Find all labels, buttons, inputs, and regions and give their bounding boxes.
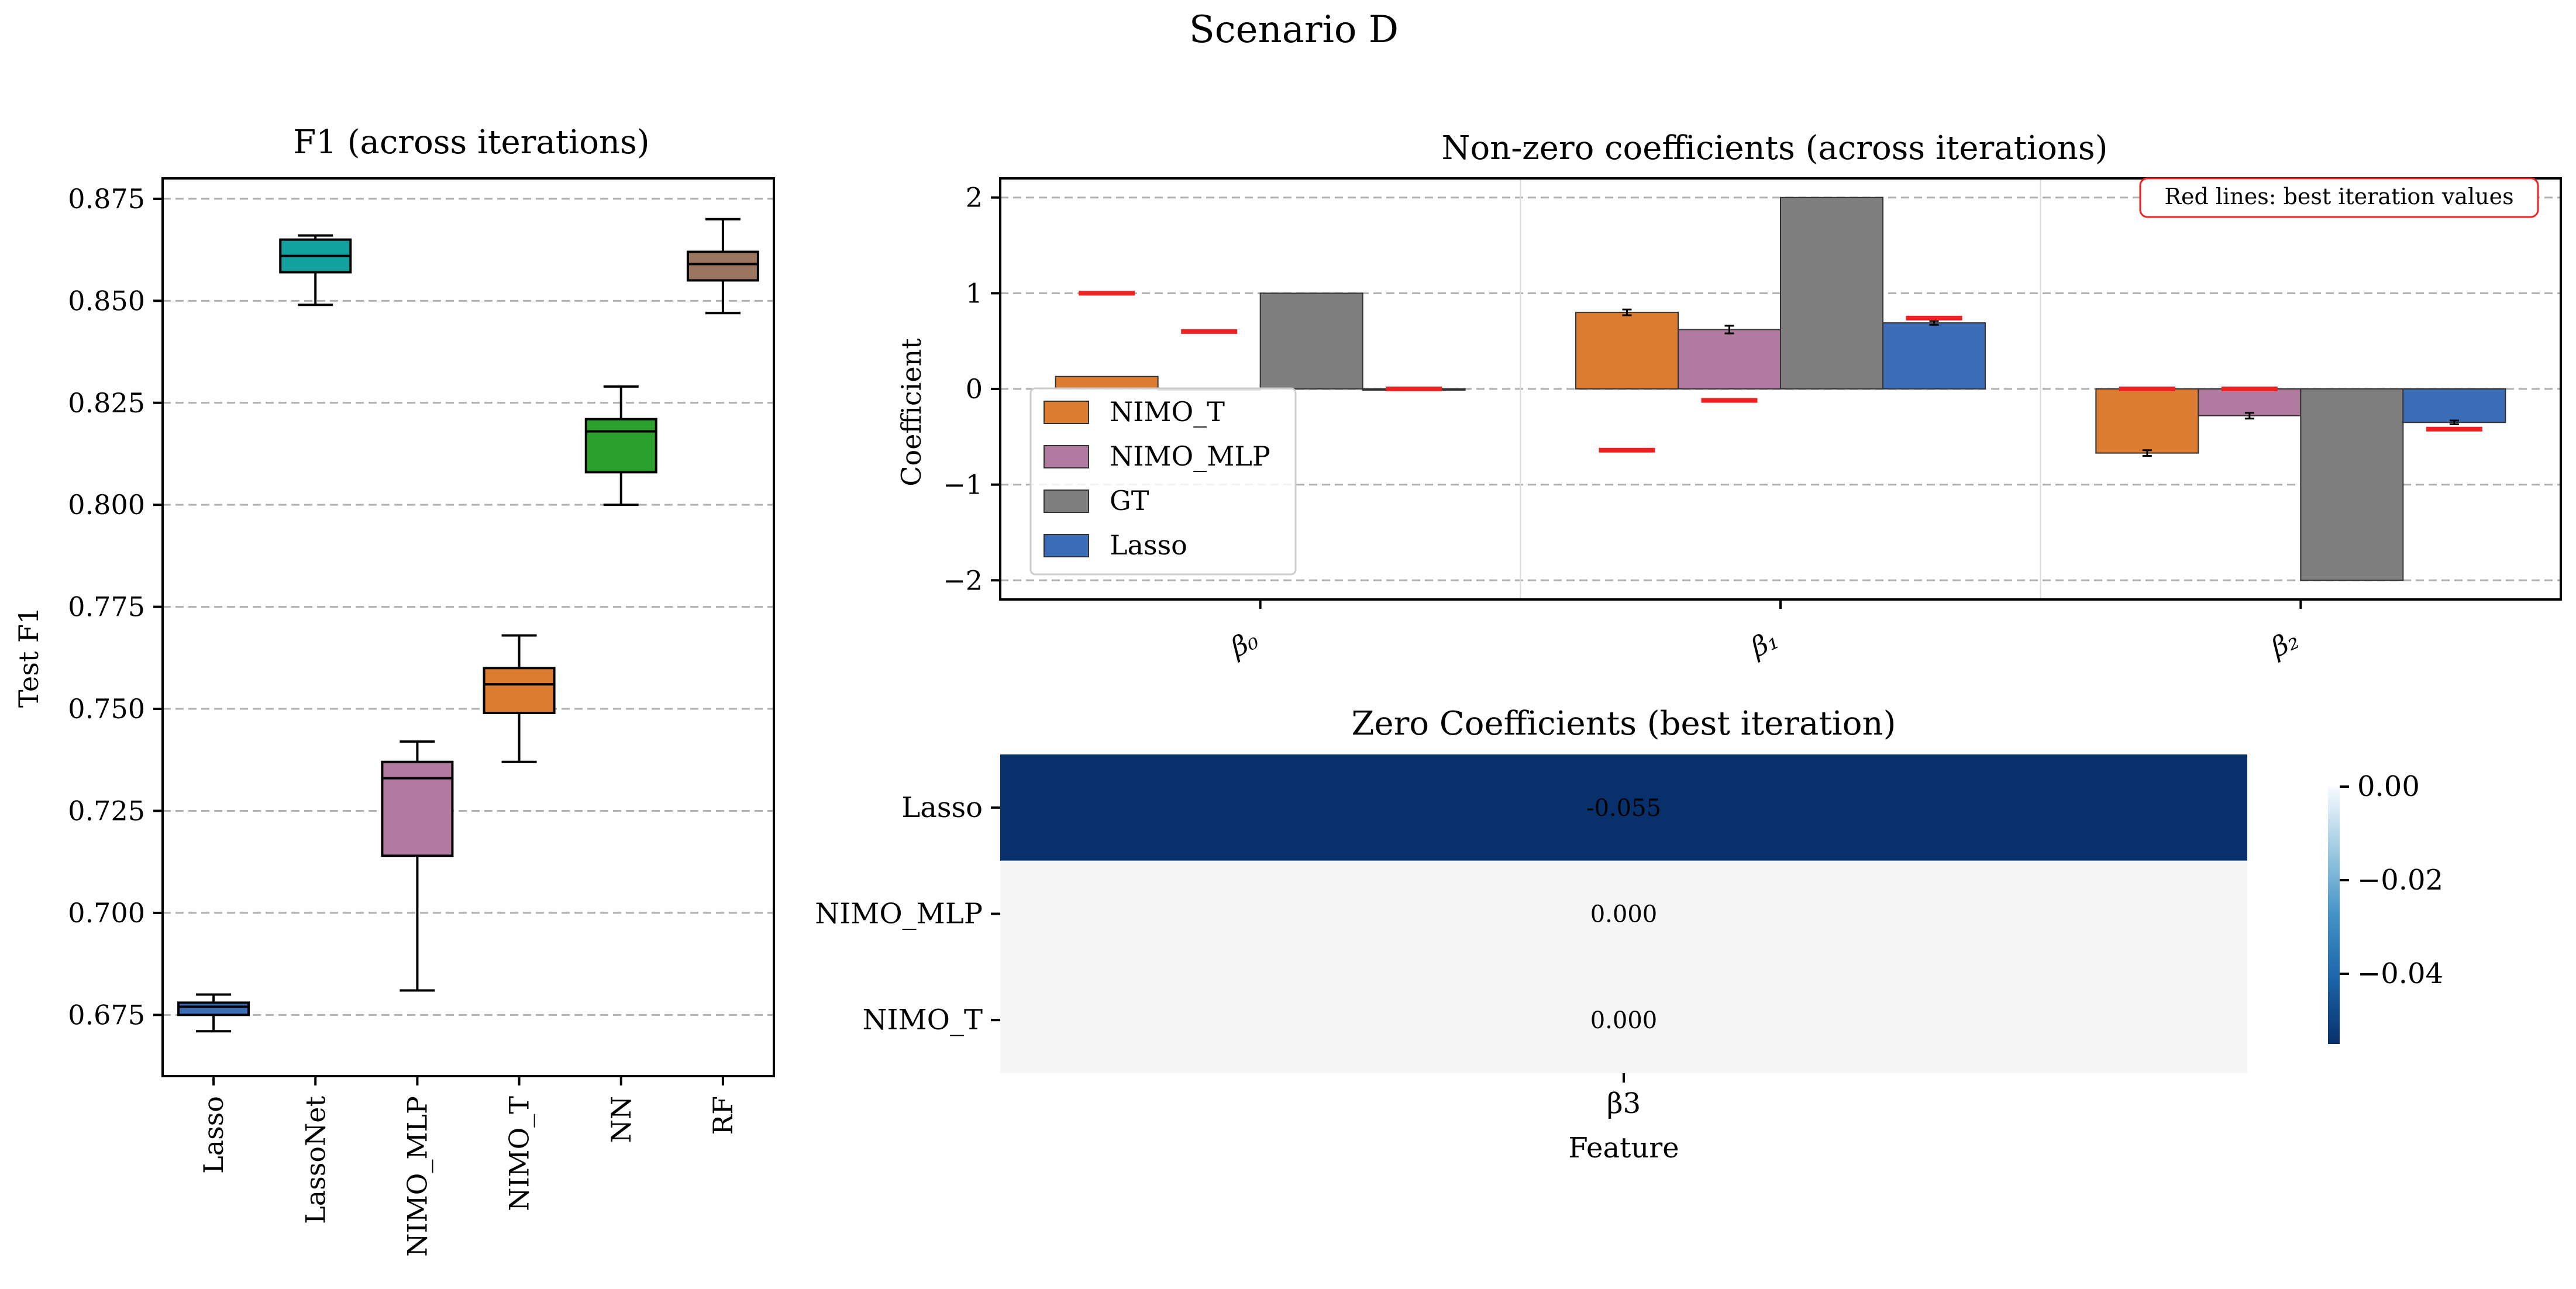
legend-label: NIMO_MLP — [1110, 440, 1270, 472]
legend-label: Lasso — [1110, 529, 1187, 561]
f1-y-tick-label: 0.875 — [68, 183, 145, 215]
heatmap-row-label: Lasso — [901, 791, 983, 824]
coef-bar — [1259, 292, 1363, 390]
f1-y-tick-label: 0.775 — [68, 591, 145, 623]
colorbar-ticks: 0.00 −0.02 −0.04 — [2340, 770, 2443, 990]
figure-suptitle: Scenario D — [1189, 8, 1399, 51]
coef-x-tick-label: β₂ — [2265, 623, 2303, 664]
f1-x-tick-label: NN — [605, 1096, 637, 1143]
f1-box — [686, 218, 759, 315]
f1-iqr-box — [381, 760, 454, 857]
legend-swatch — [1044, 490, 1089, 513]
best-iteration-lines — [1079, 291, 2482, 453]
heatmap-row-label: NIMO_T — [863, 1004, 983, 1036]
colorbar-tick-label: 0.00 — [2357, 770, 2420, 803]
f1-iqr-box — [584, 418, 657, 474]
legend-label: GT — [1110, 485, 1149, 516]
f1-x-tick-label: RF — [707, 1096, 739, 1135]
coef-bar — [1678, 329, 1781, 390]
legend-label: NIMO_T — [1110, 396, 1225, 428]
heatmap-x-label: Feature — [1568, 1132, 1679, 1164]
legend-swatch — [1044, 534, 1089, 557]
colorbar — [2328, 787, 2340, 1044]
heatmap-cell — [1000, 754, 2247, 861]
coef-x-tick-label: β₁ — [1745, 623, 1783, 664]
f1-y-tick-label: 0.675 — [68, 999, 145, 1030]
f1-boxes — [177, 218, 759, 1033]
heatmap-cell — [1000, 860, 2247, 967]
heatmap-col-label: β3 — [1607, 1087, 1641, 1120]
coef-y-tick-label: 0 — [966, 373, 983, 405]
heatmap-cell-label: -0.055 — [1586, 795, 1661, 822]
f1-iqr-box — [686, 250, 759, 282]
heatmap-row-labels: Lasso NIMO_MLP NIMO_T — [815, 791, 1000, 1036]
coef-x-ticks: β₀ β₁ β₂ — [1225, 599, 2303, 664]
colorbar-tick-label: −0.02 — [2357, 864, 2443, 897]
coef-y-tick-label: 1 — [966, 277, 983, 309]
coef-y-ticks: −2 −1 0 1 2 — [943, 182, 1000, 596]
coef-bar — [1055, 375, 1159, 390]
coef-bar — [2300, 388, 2404, 581]
f1-y-tick-label: 0.700 — [68, 897, 145, 929]
coef-bar — [2095, 388, 2199, 454]
f1-box — [483, 634, 556, 763]
f1-plot-frame — [161, 177, 775, 1077]
f1-x-ticks: Lasso LassoNet NIMO_MLP NIMO_T NN RF — [198, 1076, 739, 1257]
coef-bar — [1780, 197, 1883, 390]
f1-x-tick-label: NIMO_T — [504, 1096, 535, 1211]
f1-x-tick-label: NIMO_MLP — [401, 1096, 433, 1257]
f1-iqr-box — [177, 1001, 250, 1016]
f1-box — [584, 385, 657, 506]
f1-gridlines — [163, 198, 774, 1016]
f1-box — [381, 740, 454, 992]
coef-bar — [2198, 388, 2302, 416]
coef-bar-panel: Non-zero coefficients (across iterations… — [896, 129, 2562, 664]
f1-y-tick-label: 0.750 — [68, 693, 145, 725]
zero-coef-heatmap-panel: Zero Coefficients (best iteration) -0.05… — [815, 705, 2443, 1164]
f1-y-tick-label: 0.825 — [68, 387, 145, 419]
f1-x-tick-label: Lasso — [198, 1096, 229, 1174]
coef-y-label: Coefficient — [896, 338, 927, 487]
annotation-box: Red lines: best iteration values — [2139, 177, 2539, 218]
f1-x-tick-label: LassoNet — [299, 1095, 331, 1223]
f1-box — [279, 234, 352, 306]
heatmap-title: Zero Coefficients (best iteration) — [1352, 705, 1896, 743]
f1-y-ticks: 0.675 0.700 0.725 0.750 0.775 0.800 0.825 0.850… — [68, 183, 163, 1030]
heatmap-col-labels: β3 — [1607, 1073, 1641, 1120]
coef-bar — [1882, 322, 1986, 390]
annotation-text: Red lines: best iteration values — [2164, 184, 2513, 209]
coef-y-tick-label: −2 — [943, 564, 983, 596]
f1-y-tick-label: 0.800 — [68, 489, 145, 521]
heatmap-cells: -0.055 0.000 0.000 — [1000, 754, 2247, 1073]
heatmap-row-label: NIMO_MLP — [815, 898, 983, 930]
coef-y-tick-label: −1 — [943, 469, 983, 501]
coef-bar — [2402, 388, 2506, 423]
coef-bar — [1575, 312, 1679, 390]
coef-x-tick-label: β₀ — [1225, 623, 1263, 664]
heatmap-cell — [1000, 967, 2247, 1073]
coef-title: Non-zero coefficients (across iterations… — [1442, 129, 2108, 167]
coef-y-tick-label: 2 — [966, 182, 983, 213]
heatmap-cell-label: 0.000 — [1590, 901, 1658, 928]
f1-boxplot-panel: F1 (across iterations) Test F1 0.675 0.70… — [13, 123, 775, 1257]
f1-y-tick-label: 0.850 — [68, 285, 145, 316]
colorbar-tick-label: −0.04 — [2357, 957, 2443, 990]
coef-bars — [1055, 197, 2506, 581]
coef-plot-frame — [999, 177, 2562, 601]
f1-iqr-box — [483, 667, 556, 715]
heatmap-cell-label: 0.000 — [1590, 1007, 1658, 1034]
f1-title: F1 (across iterations) — [293, 123, 649, 161]
f1-y-tick-label: 0.725 — [68, 795, 145, 826]
legend-swatch — [1044, 445, 1089, 468]
coef-legend: NIMO_T NIMO_MLP GT Lasso — [1029, 387, 1297, 575]
f1-box — [177, 993, 250, 1033]
f1-y-label: Test F1 — [13, 607, 44, 708]
legend-swatch — [1044, 401, 1089, 424]
